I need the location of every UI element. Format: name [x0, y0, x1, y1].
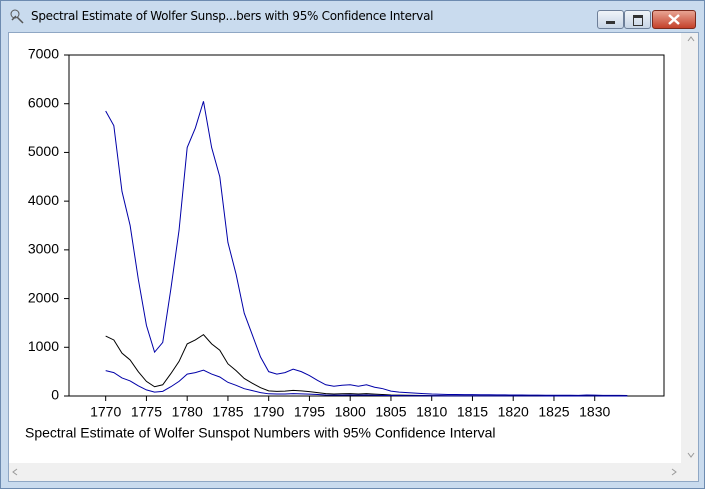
app-icon	[10, 9, 24, 24]
x-tick-label: 1770	[90, 404, 121, 420]
chart: Spectral Estimate of Wolfer Sunspot Numb…	[9, 33, 698, 481]
y-tick-label: 0	[51, 387, 59, 403]
y-tick-label: 6000	[28, 94, 59, 110]
maximize-button[interactable]	[624, 10, 651, 29]
scroll-arrows[interactable]	[12, 36, 695, 476]
window-title: Spectral Estimate of Wolfer Sunsp...bers…	[31, 9, 434, 23]
y-tick-label: 1000	[28, 338, 59, 354]
y-tick-label: 2000	[28, 289, 59, 305]
vertical-scrollbar[interactable]	[681, 33, 698, 463]
x-tick-label: 1815	[457, 404, 488, 420]
minimize-button[interactable]	[597, 10, 624, 29]
x-tick-label: 1820	[498, 404, 529, 420]
close-icon	[668, 14, 680, 25]
title-bar: Spectral Estimate of Wolfer Sunsp...bers…	[1, 1, 704, 31]
series-line	[105, 101, 628, 397]
y-tick-label: 7000	[28, 46, 59, 62]
x-tick-label: 1775	[131, 404, 162, 420]
series-line	[105, 333, 628, 397]
x-tick-label: 1795	[294, 404, 325, 420]
close-button[interactable]	[652, 10, 696, 29]
x-tick-label: 1830	[579, 404, 610, 420]
y-tick-label: 3000	[28, 241, 59, 257]
x-tick-label: 1785	[212, 404, 243, 420]
client-area: Spectral Estimate of Wolfer Sunspot Numb…	[8, 32, 699, 482]
horizontal-scrollbar[interactable]	[9, 463, 681, 481]
scroll-corner	[681, 463, 698, 481]
y-tick-label: 5000	[28, 143, 59, 159]
x-tick-label: 1825	[538, 404, 569, 420]
x-tick-label: 1805	[375, 404, 406, 420]
x-tick-label: 1810	[416, 404, 447, 420]
x-tick-label: 1790	[253, 404, 284, 420]
x-tick-label: 1800	[335, 404, 366, 420]
y-tick-label: 4000	[28, 192, 59, 208]
plot-frame	[68, 54, 665, 397]
x-tick-label: 1780	[172, 404, 203, 420]
series-line	[105, 369, 628, 397]
chart-caption: Spectral Estimate of Wolfer Sunspot Numb…	[25, 425, 496, 441]
